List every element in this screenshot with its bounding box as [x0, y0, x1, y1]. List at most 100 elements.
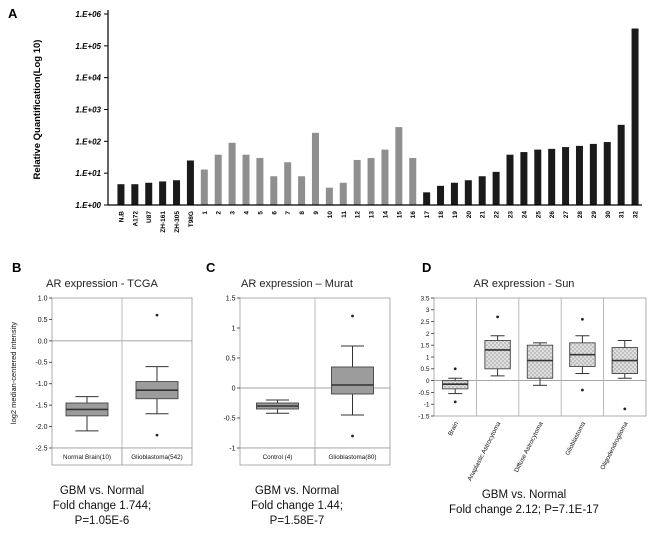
panel-a-label: A [8, 6, 18, 21]
svg-text:1.E+01: 1.E+01 [75, 169, 101, 178]
svg-text:1: 1 [426, 354, 430, 361]
svg-text:2.5: 2.5 [420, 319, 429, 326]
svg-text:16: 16 [410, 211, 417, 219]
svg-text:Normal Brain(10): Normal Brain(10) [63, 454, 111, 461]
svg-text:25: 25 [535, 211, 542, 219]
caption-line: P=1.05E-6 [74, 514, 130, 527]
svg-text:A172: A172 [132, 211, 139, 227]
caption-line: GBM vs. Normal [59, 485, 145, 497]
svg-text:1: 1 [202, 211, 209, 215]
svg-text:15: 15 [396, 211, 403, 219]
svg-text:-1: -1 [424, 402, 430, 409]
svg-text:5: 5 [257, 211, 264, 215]
panel-b: B AR expression - TCGA 1.0 0.5 0.0 -0.5 -1.0… [4, 256, 200, 542]
svg-text:0: 0 [426, 378, 430, 385]
panel-c-caption: GBM vs. Normal Fold change 1.44; P=1.58E… [198, 484, 396, 529]
panel-c: C AR expression – Murat 1.5 1 0.5 0 -0.5 -1 Co… [198, 256, 396, 542]
svg-text:1.5: 1.5 [226, 295, 236, 302]
panel-b-label: B [12, 260, 22, 275]
svg-text:27: 27 [563, 211, 570, 219]
svg-text:-1.0: -1.0 [35, 381, 47, 388]
svg-text:Relative Quantification(Log 10: Relative Quantification(Log 10) [32, 40, 43, 180]
svg-text:1.E+05: 1.E+05 [75, 42, 101, 51]
panel-d-label: D [422, 260, 432, 275]
murat-boxplot: 1.5 1 0.5 0 -0.5 -1 Control (4) Glioblastoma(80… [223, 295, 391, 466]
svg-text:-0.5: -0.5 [223, 415, 235, 422]
svg-text:0: 0 [232, 385, 236, 392]
svg-text:1.E+02: 1.E+02 [75, 137, 101, 146]
caption-line: GBM vs. Normal [254, 485, 340, 497]
svg-text:Glioblastoma(542): Glioblastoma(542) [131, 454, 182, 461]
svg-text:T98G: T98G [188, 211, 195, 227]
svg-text:22: 22 [494, 211, 501, 219]
svg-text:10: 10 [327, 211, 334, 219]
svg-text:0.0: 0.0 [38, 338, 48, 345]
svg-text:-0.5: -0.5 [418, 390, 430, 397]
svg-text:18: 18 [438, 211, 445, 219]
svg-text:3.5: 3.5 [420, 295, 429, 302]
svg-text:30: 30 [605, 211, 612, 219]
svg-text:19: 19 [452, 211, 459, 219]
svg-text:U87: U87 [146, 211, 153, 223]
svg-text:3: 3 [230, 211, 237, 215]
svg-text:-0.5: -0.5 [35, 360, 47, 367]
svg-text:28: 28 [577, 211, 584, 219]
svg-text:0.5: 0.5 [226, 355, 236, 362]
tcga-boxplot: 1.0 0.5 0.0 -0.5 -1.0 -1.5 -2.0 -2.5 log2 median… [9, 295, 193, 466]
svg-text:ZH-305: ZH-305 [174, 211, 181, 233]
svg-text:Anaplastic Astrocytoma: Anaplastic Astrocytoma [466, 420, 502, 482]
svg-text:Oligodendroglioma: Oligodendroglioma [599, 420, 629, 471]
svg-text:Glioblastoma(80): Glioblastoma(80) [329, 454, 377, 461]
svg-text:1.E+06: 1.E+06 [75, 10, 101, 19]
svg-text:log2 median-centered intensity: log2 median-centered intensity [9, 322, 18, 424]
svg-text:-1: -1 [229, 445, 235, 452]
svg-text:2: 2 [216, 211, 223, 215]
svg-text:1.0: 1.0 [38, 295, 48, 302]
svg-text:2: 2 [426, 331, 430, 338]
svg-text:Diffuse Astrocytoma: Diffuse Astrocytoma [513, 420, 545, 473]
svg-text:29: 29 [591, 211, 598, 219]
svg-text:-2.5: -2.5 [35, 445, 47, 452]
caption-line: Fold change 1.44; [250, 499, 344, 512]
svg-text:20: 20 [466, 211, 473, 219]
svg-text:Glioblastoma: Glioblastoma [564, 420, 587, 456]
qpcr-bar-chart: 1.E+00 1.E+01 1.E+02 1.E+03 1.E+04 1.E+05 1.E+… [32, 10, 642, 233]
panel-d-title: AR expression - Sun [473, 278, 575, 290]
svg-text:ZH-161: ZH-161 [160, 211, 167, 233]
svg-text:24: 24 [521, 211, 528, 219]
svg-text:1.E+04: 1.E+04 [75, 74, 101, 83]
svg-text:17: 17 [424, 211, 431, 219]
svg-text:1.E+00: 1.E+00 [75, 201, 101, 210]
svg-text:14: 14 [382, 211, 389, 219]
svg-text:-1.5: -1.5 [35, 403, 47, 410]
svg-text:1: 1 [232, 325, 236, 332]
svg-text:6: 6 [271, 211, 278, 215]
svg-text:3: 3 [426, 307, 430, 314]
caption-line: P=1.58E-7 [269, 514, 325, 527]
svg-text:31: 31 [619, 211, 626, 219]
panel-c-label: C [206, 260, 216, 275]
caption-line: GBM vs. Normal [481, 489, 567, 501]
svg-text:13: 13 [369, 211, 376, 219]
svg-text:4: 4 [244, 211, 251, 215]
svg-text:26: 26 [549, 211, 556, 219]
svg-text:1.E+03: 1.E+03 [75, 106, 101, 115]
svg-text:21: 21 [480, 211, 487, 219]
svg-text:Control (4): Control (4) [263, 454, 293, 461]
sun-boxplot: 3.5 3 2.5 2 1.5 1 0.5 0 -0.5 -1 -1.5 Brain Anaplasti… [418, 295, 647, 482]
svg-text:8: 8 [299, 211, 306, 215]
svg-text:-1.5: -1.5 [418, 413, 430, 420]
svg-text:7: 7 [285, 211, 292, 215]
svg-text:N.B: N.B [118, 211, 125, 223]
caption-line: Fold change 2.12; P=7.1E-17 [449, 503, 599, 516]
svg-text:23: 23 [508, 211, 515, 219]
svg-text:9: 9 [313, 211, 320, 215]
panel-d-caption: GBM vs. Normal Fold change 2.12; P=7.1E-… [398, 488, 650, 518]
panel-d: D AR expression - Sun 3.5 3 2.5 2 1.5 1 0.5 0 -0… [398, 256, 650, 542]
svg-text:Brain: Brain [447, 420, 460, 437]
panel-c-title: AR expression – Murat [241, 278, 353, 290]
svg-text:1.5: 1.5 [420, 343, 429, 350]
svg-text:0.5: 0.5 [38, 317, 48, 324]
panel-b-title: AR expression - TCGA [46, 278, 158, 290]
